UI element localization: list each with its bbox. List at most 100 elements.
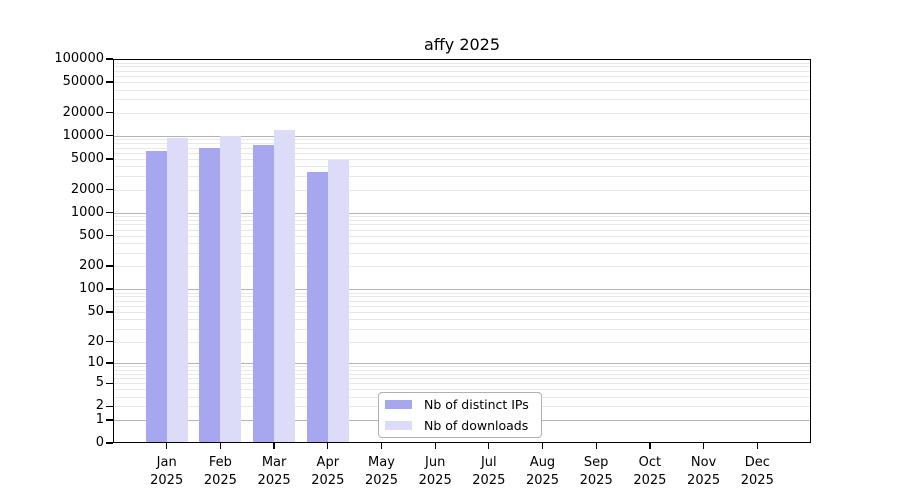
y-tick-label: 10000: [62, 127, 104, 143]
x-tick-mark: [327, 443, 329, 449]
x-tick-label: Feb 2025: [180, 454, 260, 490]
gridline-minor: [113, 328, 811, 330]
gridline-minor: [113, 383, 811, 385]
bar-ips-feb: [199, 147, 221, 443]
gridline-minor: [113, 243, 811, 245]
gridline-minor: [113, 369, 811, 371]
x-tick-label-month: Feb: [208, 455, 232, 470]
y-tick-mark: [106, 211, 113, 214]
gridline-major: [113, 212, 811, 214]
x-tick-label-year: 2025: [418, 473, 452, 488]
x-tick-mark: [595, 443, 597, 449]
gridline-minor: [113, 305, 811, 307]
y-tick-label: 2000: [70, 181, 104, 197]
gridline-minor: [113, 175, 811, 177]
gridline-minor: [113, 216, 811, 218]
x-tick-mark: [488, 443, 490, 449]
gridline-minor: [113, 373, 811, 375]
gridline-minor: [113, 311, 811, 313]
x-tick-label-month: Jan: [156, 455, 177, 470]
y-tick-label: 20: [87, 333, 104, 349]
x-tick-label-month: Dec: [744, 455, 770, 470]
x-tick-label-year: 2025: [525, 473, 560, 488]
x-tick-label: Oct 2025: [610, 454, 690, 490]
legend-label-ips: Nb of distinct IPs: [424, 397, 529, 412]
gridline-minor: [113, 366, 811, 368]
y-tick-label: 100000: [54, 51, 104, 66]
x-tick-label-month: Jun: [425, 455, 446, 470]
x-tick-label: Jul 2025: [449, 454, 529, 490]
gridline-minor: [113, 341, 811, 343]
y-tick-label: 200: [79, 258, 104, 274]
gridline-minor: [113, 300, 811, 302]
gridline-minor: [113, 266, 811, 268]
bar-downloads-feb: [220, 135, 242, 443]
gridline-minor: [113, 229, 811, 231]
y-tick-label: 500: [79, 227, 104, 243]
x-tick-label-year: 2025: [364, 473, 399, 488]
gridline-minor: [113, 99, 811, 101]
gridline-minor: [113, 189, 811, 191]
gridline-minor: [113, 152, 811, 154]
x-tick-label-year: 2025: [472, 473, 506, 488]
x-tick-label: Jan 2025: [127, 454, 207, 490]
gridline-minor: [113, 378, 811, 380]
y-tick-label: 10: [87, 355, 104, 370]
x-tick-label: Nov 2025: [664, 454, 744, 490]
x-tick-mark: [166, 443, 168, 449]
legend-item-distinct-ips: Nb of distinct IPs: [385, 396, 541, 414]
x-tick-label-month: Mar: [261, 455, 287, 470]
gridline-minor: [113, 89, 811, 91]
legend-label-downloads: Nb of downloads: [424, 418, 529, 433]
gridline-major: [113, 135, 811, 137]
plot-area: [113, 59, 811, 443]
y-tick-mark: [106, 58, 113, 60]
gridline-minor: [113, 296, 811, 298]
bar-downloads-jan: [166, 138, 188, 443]
x-tick-label: May 2025: [342, 454, 422, 490]
y-tick-label: 100: [79, 281, 104, 297]
y-tick-label: 2: [95, 398, 104, 414]
chart-title: affy 2025: [423, 35, 501, 54]
y-tick-mark: [106, 235, 113, 237]
y-tick-label: 50: [87, 303, 104, 319]
y-tick-label: 50000: [62, 74, 104, 90]
bar-ips-mar: [253, 144, 275, 443]
y-tick-mark: [106, 188, 113, 191]
x-tick-label: Apr 2025: [288, 454, 368, 490]
y-tick-mark: [106, 340, 113, 343]
gridline-minor: [113, 147, 811, 149]
x-tick-label-month: Nov: [690, 455, 717, 470]
bar-downloads-apr: [327, 160, 349, 443]
gridline-minor: [113, 235, 811, 237]
x-tick-mark: [541, 443, 544, 449]
y-tick-mark: [106, 288, 113, 290]
y-tick-mark: [106, 405, 113, 408]
y-tick-mark: [106, 135, 113, 137]
gridline-minor: [113, 252, 811, 254]
x-tick-label-month: Oct: [638, 455, 662, 470]
y-tick-label: 20000: [62, 104, 104, 120]
gridline-minor: [113, 139, 811, 141]
y-tick-mark: [106, 112, 113, 114]
x-tick-label-month: Jul: [480, 455, 497, 470]
x-tick-label-year: 2025: [203, 473, 237, 488]
y-tick-mark: [106, 442, 113, 444]
legend-swatch-downloads: [385, 421, 412, 430]
y-tick-mark: [106, 265, 113, 267]
legend: Nb of distinct IPs Nb of downloads: [378, 392, 542, 438]
bar-downloads-mar: [274, 129, 296, 443]
y-tick-mark: [106, 311, 113, 313]
x-tick-label: Jun 2025: [395, 454, 475, 490]
gridline-minor: [113, 76, 811, 77]
y-tick-label: 5: [95, 375, 104, 391]
x-tick-label-year: 2025: [311, 473, 345, 488]
x-tick-mark: [649, 443, 651, 449]
y-tick-label: 5000: [70, 150, 104, 166]
x-tick-label-month: Aug: [529, 455, 556, 470]
bar-ips-jan: [145, 150, 167, 443]
x-tick-mark: [273, 443, 275, 449]
gridline-minor: [113, 70, 811, 72]
gridline-minor: [113, 389, 811, 391]
